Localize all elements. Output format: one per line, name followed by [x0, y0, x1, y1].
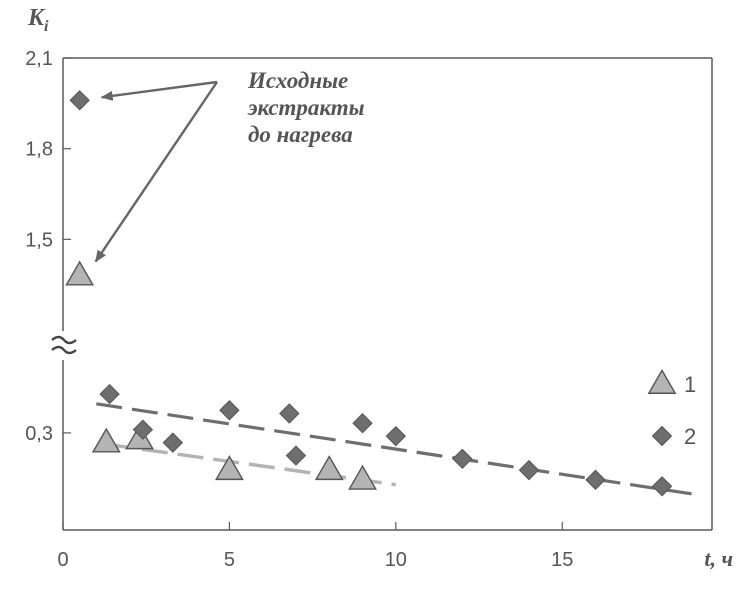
axis-break-wave-1 [51, 335, 77, 345]
trend-line-series-2 [96, 402, 696, 496]
data-point-series-2 [132, 419, 154, 440]
legend-label: 2 [684, 424, 696, 449]
y-axis-label-subscript: i [44, 18, 49, 35]
y-tick-label: 1,5 [25, 229, 53, 251]
legend-marker-series-2 [651, 425, 673, 447]
annotation-line: экстракты [247, 95, 365, 120]
data-point-series-2 [69, 90, 90, 111]
data-point-series-2 [651, 476, 673, 497]
data-point-series-1 [65, 260, 95, 286]
data-point-series-2 [279, 403, 300, 424]
data-point-series-2 [219, 400, 240, 421]
annotation-arrow [100, 80, 218, 101]
x-tick-label: 0 [57, 549, 68, 571]
data-point-series-2 [162, 432, 184, 453]
x-tick-label: 10 [385, 549, 407, 571]
x-tick-label: 15 [551, 549, 573, 571]
data-point-series-1 [91, 427, 121, 453]
axis-break-wave-2 [51, 345, 77, 355]
y-axis-label: Ki [27, 5, 49, 35]
data-point-series-1 [314, 455, 344, 481]
data-point-series-2 [352, 412, 373, 434]
y-tick-label: 1,8 [25, 139, 53, 161]
data-point-series-1 [214, 455, 244, 481]
y-tick-label: 0,3 [25, 423, 53, 445]
annotation-line: Исходные [247, 68, 348, 93]
x-tick-label: 5 [224, 549, 235, 571]
y-tick-label: 2,1 [25, 48, 53, 70]
trend-line-series-1 [106, 442, 397, 487]
annotation-arrow [94, 81, 218, 263]
x-axis-label: t, ч [704, 546, 733, 571]
annotation-line: до нагрева [248, 122, 353, 147]
data-point-series-2 [285, 445, 307, 466]
legend-marker-series-1 [647, 368, 677, 394]
data-point-series-2 [585, 469, 606, 491]
data-point-series-2 [385, 425, 407, 447]
data-point-series-2 [518, 459, 540, 481]
data-point-series-1 [125, 424, 154, 450]
data-point-series-2 [99, 383, 120, 405]
data-point-series-2 [452, 448, 473, 470]
data-point-series-1 [348, 464, 377, 490]
legend-label: 1 [684, 372, 696, 397]
